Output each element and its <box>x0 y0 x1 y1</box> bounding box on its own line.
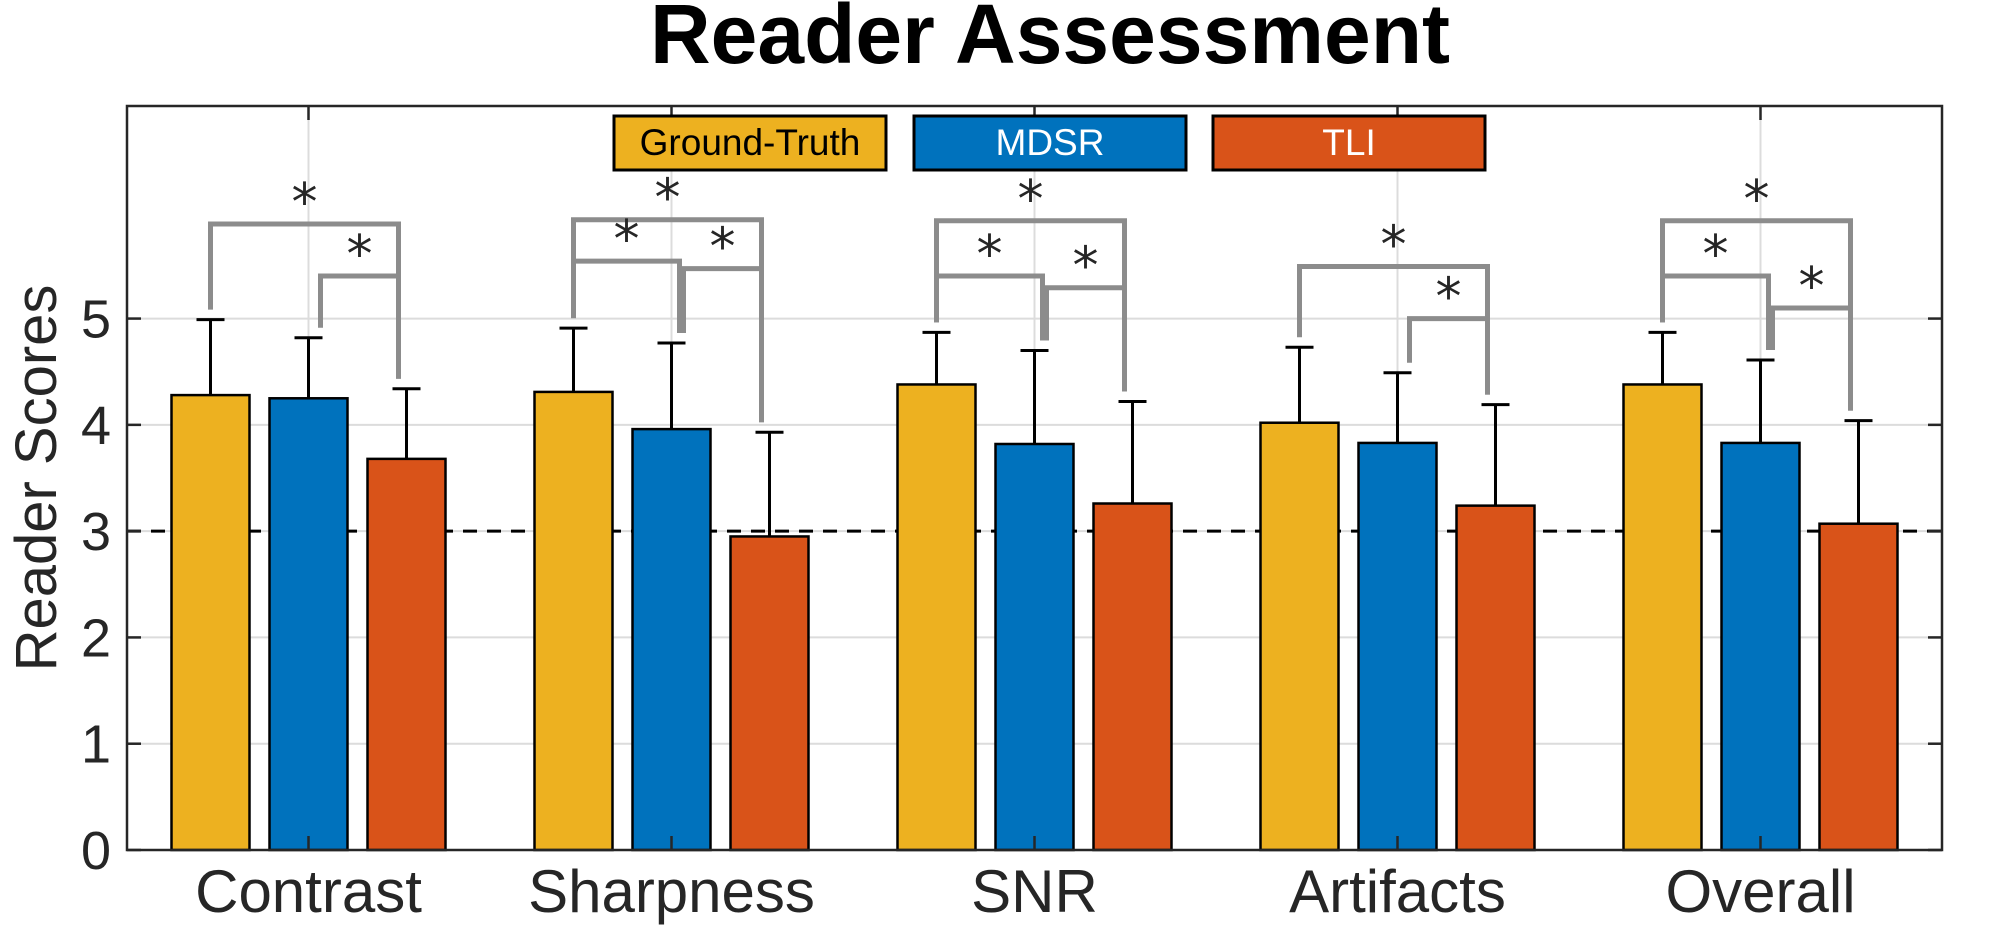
bar-1-4 <box>1720 441 1801 852</box>
bar-2-2 <box>1092 502 1173 852</box>
bar-0-4 <box>1622 383 1703 852</box>
legend-entry-2 <box>1211 114 1487 172</box>
bar-2-4 <box>1818 522 1899 852</box>
x-tick-label: Artifacts <box>1289 858 1506 925</box>
y-tick-label: 2 <box>81 608 111 668</box>
x-tick-label: Overall <box>1665 858 1855 925</box>
significance-bracket <box>1044 285 1127 392</box>
bar-0-3 <box>1259 421 1340 852</box>
significance-bracket <box>1770 305 1853 411</box>
significance-star: * <box>710 218 736 278</box>
significance-star: * <box>347 225 373 285</box>
x-tick-label: Sharpness <box>528 858 815 925</box>
bar-2-0 <box>366 457 447 852</box>
significance-bracket <box>571 258 682 334</box>
significance-bracket <box>318 273 401 379</box>
legend-entry-1 <box>912 114 1188 172</box>
legend-label: TLI <box>1322 122 1375 163</box>
significance-bracket <box>1407 316 1490 395</box>
bar-1-1 <box>631 427 712 852</box>
significance-star: * <box>292 173 318 233</box>
significance-bracket <box>934 273 1045 341</box>
legend-label: Ground-Truth <box>640 122 861 163</box>
x-tick-label: SNR <box>971 858 1098 925</box>
significance-star: * <box>1436 268 1462 328</box>
legend-label: MDSR <box>996 122 1105 163</box>
y-tick-label: 4 <box>81 396 111 456</box>
significance-star: * <box>1073 237 1099 297</box>
significance-bracket <box>681 266 764 423</box>
bar-0-0 <box>170 393 251 852</box>
significance-star: * <box>1744 170 1770 230</box>
significance-star: * <box>977 225 1003 285</box>
y-tick-label: 0 <box>81 821 111 881</box>
bar-1-3 <box>1357 441 1438 852</box>
bar-0-1 <box>533 390 614 852</box>
bar-1-2 <box>994 442 1075 852</box>
bar-2-3 <box>1455 504 1536 852</box>
significance-star: * <box>655 169 681 229</box>
significance-star: * <box>1381 215 1407 275</box>
y-tick-label: 3 <box>81 502 111 562</box>
significance-star: * <box>614 210 640 270</box>
x-tick-label: Contrast <box>195 858 422 925</box>
bar-0-2 <box>896 383 977 852</box>
legend-entry-0 <box>612 114 888 172</box>
y-axis-label: Reader Scores <box>4 285 69 672</box>
y-tick-label: 1 <box>81 715 111 775</box>
bar-1-0 <box>268 397 349 852</box>
significance-star: * <box>1703 225 1729 285</box>
bar-2-1 <box>729 535 810 852</box>
significance-star: * <box>1799 257 1825 317</box>
significance-star: * <box>1018 170 1044 230</box>
significance-bracket <box>1660 273 1771 351</box>
y-tick-label: 5 <box>81 290 111 350</box>
chart-title: Reader Assessment <box>650 0 1450 81</box>
